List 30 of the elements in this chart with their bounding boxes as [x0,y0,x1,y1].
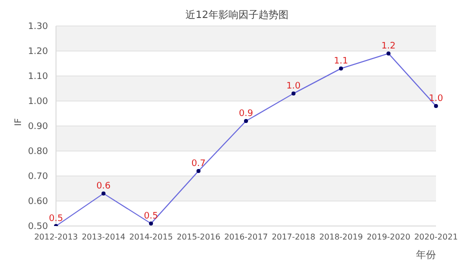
data-label: 0.5 [144,212,158,222]
data-label: 1.2 [381,42,396,52]
x-tick-label: 2017-2018 [272,232,316,242]
y-tick-label: 1.20 [28,47,48,58]
x-tick-label: 2013-2014 [82,232,126,242]
x-tick-label: 2020-2021 [414,232,458,242]
x-tick-label: 2019-2020 [366,232,410,242]
x-axis-title: 年份 [416,249,436,261]
y-tick-label: 1.00 [28,97,48,108]
x-tick-label: 2018-2019 [319,232,363,242]
y-tick-label: 0.90 [28,122,48,132]
data-label: 1.0 [428,94,444,104]
y-tick-label: 0.50 [28,222,48,232]
x-tick-label: 2016-2017 [224,232,268,242]
chart-title: 近12年影响因子趋势图 [184,8,290,22]
y-tick-label: 1.30 [28,22,48,32]
data-label: 0.7 [191,159,206,169]
data-label: 0.9 [238,109,254,119]
x-tick-label: 2012-2013 [34,232,78,242]
x-tick-label: 2015-2016 [176,232,220,242]
y-tick-label: 0.70 [28,172,48,182]
data-label: 1.1 [334,56,348,66]
y-tick-label: 1.10 [28,72,48,82]
y-axis-title: IF [14,118,24,126]
data-label: 0.6 [96,182,111,192]
data-label: 0.5 [48,214,64,224]
x-tick-label: 2014-2015 [129,232,173,242]
y-tick-label: 0.80 [28,147,48,158]
y-tick-label: 0.60 [28,197,48,208]
data-label: 1.0 [286,82,301,92]
